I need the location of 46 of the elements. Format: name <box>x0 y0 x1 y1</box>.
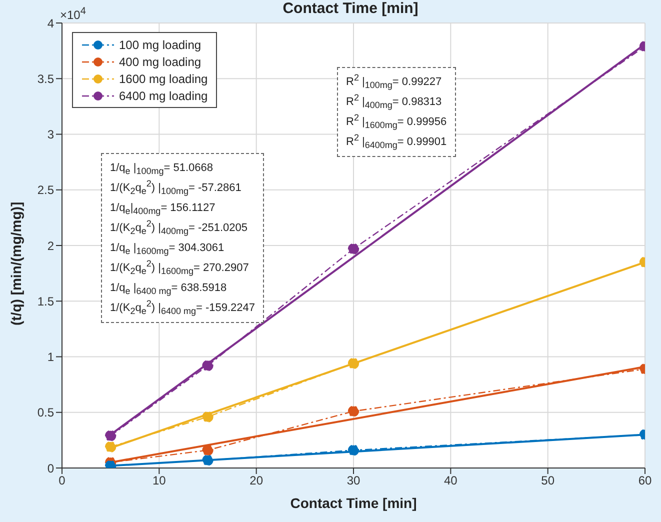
y-tick-label: 0.5 <box>37 406 54 420</box>
legend-label: 100 mg loading <box>119 38 202 52</box>
point <box>348 444 360 456</box>
x-tick-label: 0 <box>58 474 66 488</box>
point <box>202 411 214 422</box>
x-tick-label: 10 <box>152 474 166 488</box>
chart-title: Contact Time [min] <box>282 0 418 17</box>
annotation: 1/(K$_{2}$q$_{e}$$^{2}$) |$_{6400 mg}$= -159.2247 <box>110 298 255 318</box>
annotation: 1/(K$_{2}$q$_{e}$$^{2}$) |$_{1600mg}$= 270.2907 <box>110 258 250 278</box>
point <box>202 454 214 466</box>
y-tick-label: 3.5 <box>37 72 54 86</box>
y-tick-label: 4 <box>47 16 54 30</box>
y-tick-label: 1.5 <box>37 294 54 308</box>
legend-label: 1600 mg loading <box>119 72 208 86</box>
x-tick-label: 20 <box>250 474 264 488</box>
point <box>348 243 360 254</box>
point <box>348 358 360 370</box>
x-tick-label: 60 <box>638 474 652 488</box>
y-tick-label: 1 <box>47 350 54 364</box>
x-axis-title: Contact Time [min] <box>290 494 417 511</box>
annotation: 1/(K$_{2}$q$_{e}$$^{2}$) |$_{400mg}$= -251.0205 <box>110 218 248 238</box>
point <box>202 444 214 456</box>
annotation: 1/(K$_{2}$q$_{e}$$^{2}$) |$_{100mg}$= -57.2861 <box>110 178 242 198</box>
legend-label: 400 mg loading <box>119 54 202 68</box>
y-tick-label: 3 <box>47 128 54 142</box>
annotation: 1/q$_{e}$|$_{400mg}$= 156.1127 <box>110 201 216 218</box>
point <box>202 360 214 372</box>
point <box>104 430 116 442</box>
annotation: R$^{2}$ |$_{400mg}$= 0.98313 <box>346 92 443 112</box>
text: ×10$^{4}$ <box>60 6 86 22</box>
annotation: 1/q$_{e}$ |$_{1600mg}$= 304.3061 <box>110 241 226 258</box>
y-tick-label: 2 <box>47 238 54 253</box>
point <box>348 406 360 417</box>
y-axis-title: (t/q) [min/(mg/mg)] <box>8 202 24 326</box>
legend-label: 6400 mg loading <box>119 88 208 102</box>
annotation: 1/q$_{e}$ |$_{6400 mg}$= 638.5918 <box>110 281 228 298</box>
annotation: 1/q$_{e}$ |$_{100mg}$= 51.0668 <box>110 161 214 178</box>
x-tick-label: 30 <box>346 474 360 488</box>
annotation: R$^{2}$ |$_{1600mg}$= 0.99956 <box>346 112 447 132</box>
annotation: R$^{2}$ |$_{6400mg}$= 0.99901 <box>346 132 447 152</box>
x-tick-label: 40 <box>444 474 458 488</box>
y-tick-label: 0 <box>47 461 54 476</box>
x-tick-label: 50 <box>541 474 555 488</box>
y-tick-label: 2.5 <box>37 183 54 198</box>
annotation: R$^{2}$ |$_{100mg}$= 0.99227 <box>346 72 443 92</box>
point <box>104 441 116 452</box>
